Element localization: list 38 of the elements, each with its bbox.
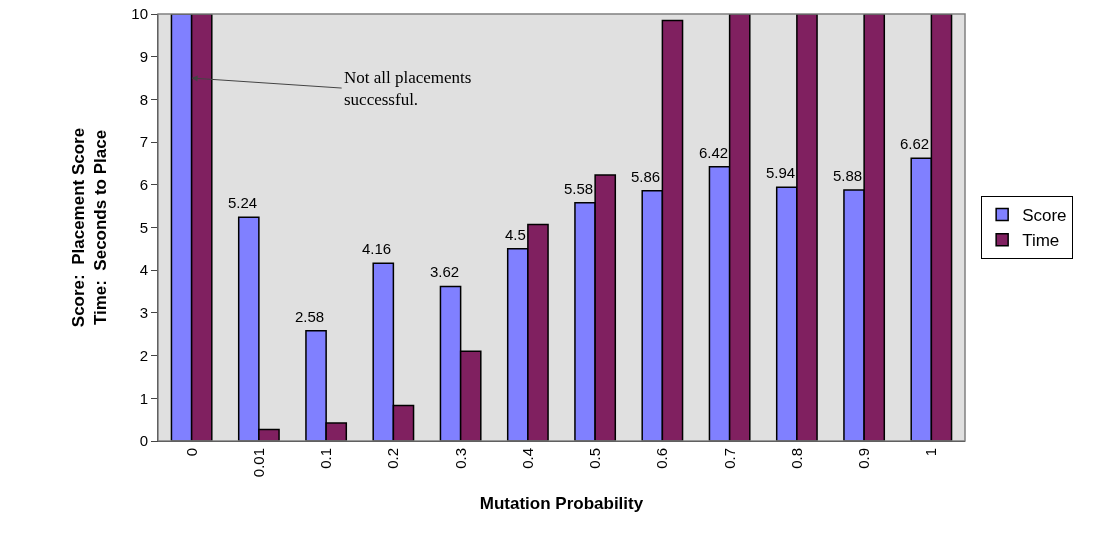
x-tick-label: 0.4 [518, 448, 536, 469]
data-label: 4.5 [505, 226, 526, 243]
data-label: 5.88 [833, 167, 863, 184]
legend-label: Time [1022, 231, 1060, 251]
x-tick-label: 0.3 [451, 448, 469, 469]
data-label: 4.16 [362, 240, 392, 257]
data-label: 6.62 [900, 135, 930, 152]
x-tick-label: 0.5 [586, 448, 604, 469]
data-label: 2.58 [295, 308, 325, 325]
x-tick-label: 0 [182, 448, 200, 457]
y-axis-title: Score: Placement Score Time: Seconds to Place [68, 127, 110, 328]
x-tick-label: 0.8 [787, 448, 805, 469]
data-label: 5.86 [631, 168, 661, 185]
y-tick-label: 5 [139, 218, 148, 236]
y-tick-label: 9 [139, 47, 148, 65]
x-tick-label: 0.2 [384, 448, 402, 469]
x-tick-label: 0.1 [317, 448, 335, 469]
data-label: 5.94 [766, 164, 796, 181]
legend-label: Score [1022, 206, 1067, 226]
x-axis-title: Mutation Probability [479, 493, 644, 513]
x-tick-label: 0.01 [249, 448, 267, 478]
y-tick-label: 10 [131, 5, 148, 23]
data-label: 6.42 [699, 144, 729, 161]
data-label: 5.58 [564, 180, 594, 197]
x-tick-label: 0.6 [653, 448, 671, 469]
x-tick-label: 0.7 [720, 448, 738, 469]
y-tick-label: 7 [139, 133, 148, 151]
y-tick-label: 4 [139, 261, 148, 279]
y-tick-label: 8 [139, 90, 148, 108]
annotation: Not all placements successful. [344, 68, 472, 110]
y-tick-label: 6 [139, 176, 148, 194]
data-label: 3.62 [430, 263, 460, 280]
y-tick-label: 3 [139, 304, 148, 322]
x-tick-label: 0.9 [855, 448, 873, 469]
y-tick-label: 2 [139, 346, 148, 364]
x-tick-label: 1 [922, 448, 940, 457]
y-tick-label: 1 [139, 389, 148, 407]
data-label: 5.24 [228, 194, 258, 211]
